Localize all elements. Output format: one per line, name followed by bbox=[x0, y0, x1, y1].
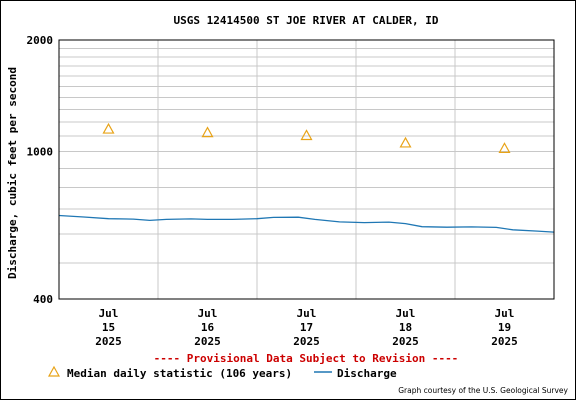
legend-median-label: Median daily statistic (106 years) bbox=[67, 367, 292, 380]
median-marker bbox=[102, 122, 115, 134]
y-tick-label: 1000 bbox=[27, 146, 54, 159]
x-tick-label: 16 bbox=[201, 321, 215, 334]
grid bbox=[59, 40, 554, 299]
y-ticks: 400 1000 2000 bbox=[27, 34, 54, 306]
x-tick-label: 2025 bbox=[293, 335, 320, 348]
median-marker bbox=[399, 136, 412, 148]
provisional-note: ---- Provisional Data Subject to Revisio… bbox=[154, 352, 459, 365]
y-tick-label: 2000 bbox=[27, 34, 54, 47]
discharge-line bbox=[58, 214, 555, 233]
chart-title: USGS 12414500 ST JOE RIVER AT CALDER, ID bbox=[174, 14, 439, 27]
x-tick-label: 2025 bbox=[491, 335, 518, 348]
x-tick-label: 2025 bbox=[95, 335, 122, 348]
y-axis-label: Discharge, cubic feet per second bbox=[6, 67, 19, 279]
x-tick-label: Jul bbox=[198, 307, 218, 320]
x-tick-label: 19 bbox=[498, 321, 511, 334]
x-tick-label: 15 bbox=[102, 321, 115, 334]
x-tick-label: Jul bbox=[495, 307, 515, 320]
x-tick-label: Jul bbox=[396, 307, 416, 320]
y-tick-label: 400 bbox=[33, 293, 53, 306]
plot-area-border bbox=[58, 39, 555, 300]
x-tick-label: 17 bbox=[300, 321, 313, 334]
credit-text: Graph courtesy of the U.S. Geological Su… bbox=[398, 386, 568, 395]
x-ticks: Jul152025Jul162025Jul172025Jul182025Jul1… bbox=[95, 307, 518, 348]
x-tick-label: 2025 bbox=[392, 335, 419, 348]
x-tick-label: 2025 bbox=[194, 335, 221, 348]
x-tick-label: Jul bbox=[297, 307, 317, 320]
legend-discharge-label: Discharge bbox=[337, 367, 397, 380]
x-tick-label: Jul bbox=[99, 307, 119, 320]
legend-median-marker bbox=[47, 365, 61, 377]
series bbox=[58, 122, 555, 233]
median-marker bbox=[300, 129, 313, 141]
x-tick-label: 18 bbox=[399, 321, 412, 334]
median-marker bbox=[498, 142, 511, 153]
median-marker bbox=[201, 126, 214, 138]
